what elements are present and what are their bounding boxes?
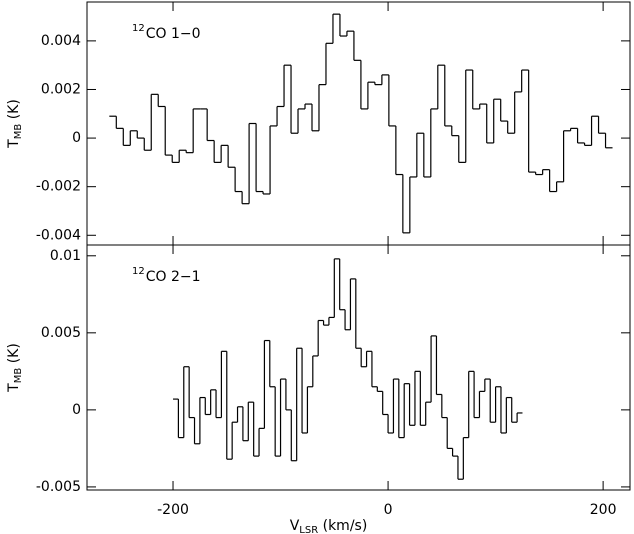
label-sub: LSR bbox=[299, 525, 318, 534]
annotation-text: CO 1−0 bbox=[146, 26, 201, 42]
annotation-sup: 12 bbox=[132, 266, 145, 277]
plot-frame bbox=[86, 244, 631, 491]
y-tick-label: -0.004 bbox=[36, 227, 81, 243]
y-tick-label: -0.005 bbox=[36, 479, 81, 495]
y-tick-label: 0.01 bbox=[50, 248, 81, 264]
x-tick-label: 200 bbox=[590, 502, 617, 518]
label-main: T bbox=[6, 139, 22, 149]
y-tick-label: 0.004 bbox=[41, 33, 81, 49]
label-main: T bbox=[6, 383, 22, 393]
label-unit: (K) bbox=[6, 343, 22, 368]
annotation-sup: 12 bbox=[132, 23, 145, 34]
annotation-text: CO 2−1 bbox=[146, 269, 201, 285]
label-sub: MB bbox=[13, 124, 24, 140]
label-sub: MB bbox=[13, 368, 24, 384]
label-unit: (km/s) bbox=[318, 518, 367, 534]
y-axis-label: TMB (K) bbox=[6, 99, 24, 149]
x-tick-label: 0 bbox=[384, 502, 393, 518]
label-unit: (K) bbox=[6, 99, 22, 124]
y-tick-label: -0.002 bbox=[36, 179, 81, 195]
y-tick-label: 0 bbox=[72, 130, 81, 146]
annotation: 12CO 2−1 bbox=[132, 266, 201, 285]
y-axis-label: TMB (K) bbox=[6, 343, 24, 393]
y-tick-label: 0 bbox=[72, 402, 81, 418]
y-tick-label: 0.005 bbox=[41, 325, 81, 341]
x-axis-label: VLSR (km/s) bbox=[290, 518, 368, 534]
label-main: V bbox=[290, 518, 300, 534]
y-tick-label: 0.002 bbox=[41, 81, 81, 97]
x-tick-label: -200 bbox=[157, 502, 189, 518]
annotation: 12CO 1−0 bbox=[132, 23, 201, 42]
